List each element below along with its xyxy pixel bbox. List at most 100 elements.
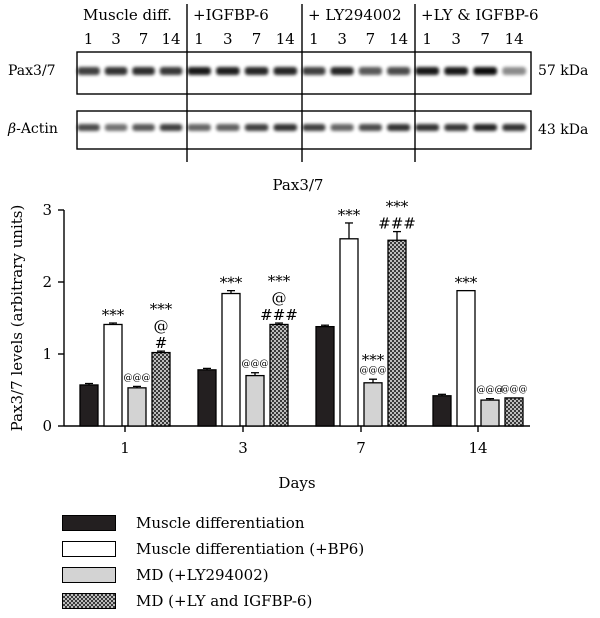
blot-band-actin: [415, 124, 440, 131]
blot-band-pax: [302, 67, 326, 75]
y-axis-label: Pax3/7 levels (arbitrary units): [8, 205, 26, 432]
blot-band-pax: [330, 67, 354, 75]
blot-band-pax: [358, 67, 382, 75]
x-tick-label: 7: [356, 439, 366, 457]
significance-marker: ***: [268, 272, 291, 290]
size-label-43: 43 kDa: [538, 122, 588, 138]
blot-band-pax: [273, 67, 298, 75]
blot-band-actin: [216, 124, 240, 131]
significance-annotations: ***@@@#@******@@@###@******@@@***###****…: [102, 198, 528, 396]
blot-band-actin: [104, 124, 128, 131]
bar-md-ly294002: [480, 399, 500, 427]
blot-band-actin: [132, 124, 155, 131]
blot-group-label: + LY294002: [308, 6, 402, 24]
legend-item: MD (+LY and IGFBP-6): [62, 588, 462, 614]
western-blot-panel: Muscle diff. +IGFBP-6 + LY294002 +LY & IGFB…: [7, 4, 588, 162]
significance-marker: ***: [338, 206, 361, 224]
y-tick-label: 1: [42, 345, 52, 363]
blot-row-label-pax: Pax3/7: [8, 63, 56, 79]
blot-lane-label: 1: [422, 30, 432, 48]
blot-group-label: Muscle diff.: [83, 6, 172, 24]
significance-marker: ***: [362, 351, 385, 369]
blot-lane-label: 3: [223, 30, 233, 48]
significance-marker: @: [154, 317, 169, 335]
significance-marker: @: [272, 289, 287, 307]
blot-band-actin: [358, 124, 382, 131]
y-tick-label: 3: [42, 201, 52, 219]
significance-marker: #: [155, 334, 168, 352]
bar-muscle-differentiation-bp6: [339, 238, 359, 427]
blot-band-pax: [415, 67, 440, 75]
legend-swatch-muscle-differentiation-bp6: [62, 541, 116, 557]
legend: Muscle differentiation Muscle differentia…: [62, 510, 462, 614]
significance-marker: @@@: [477, 386, 504, 396]
blot-lane-label: 3: [337, 30, 347, 48]
blot-band-pax: [159, 67, 183, 75]
blot-lane-label: 14: [276, 30, 295, 48]
significance-marker: @@@: [501, 385, 528, 395]
blot-dividers: [186, 4, 416, 162]
bar-md-ly-igfbp6: [269, 323, 289, 427]
y-tick-label: 0: [42, 417, 52, 435]
blot-group-label: +IGFBP-6: [193, 6, 269, 24]
significance-marker: ***: [455, 274, 478, 292]
blot-row-label-actin: β-Actin: [7, 121, 58, 137]
bar-md-ly294002: [245, 374, 265, 427]
legend-swatch-muscle-differentiation: [62, 515, 116, 531]
legend-item: MD (+LY294002): [62, 562, 462, 588]
significance-marker: ***: [386, 198, 409, 216]
bar-md-ly294002: [127, 387, 147, 427]
significance-marker: @@@: [242, 360, 269, 370]
x-axis-label: Days: [278, 474, 315, 492]
blot-lane-label: 7: [366, 30, 376, 48]
blot-lane-label: 1: [309, 30, 319, 48]
legend-label: MD (+LY and IGFBP-6): [136, 592, 313, 610]
bar-muscle-differentiation-bp6: [103, 323, 123, 427]
y-ticks: 0 1 2 3: [42, 201, 64, 435]
bar-muscle-differentiation: [197, 369, 217, 427]
legend-item: Muscle differentiation: [62, 510, 462, 536]
legend-swatch-md-ly294002: [62, 567, 116, 583]
significance-marker: ###: [260, 306, 298, 324]
blot-lane-labels: 1 3 7 14 1 3 7 14 1 3 7 14 1 3 7 14: [84, 30, 524, 48]
bar-md-ly-igfbp6: [387, 239, 407, 427]
blot-band-pax: [104, 67, 128, 75]
legend-swatch-md-ly-igfbp6: [62, 593, 116, 609]
blot-band-actin: [330, 124, 354, 131]
blot-band-pax: [244, 67, 269, 75]
blot-band-actin: [159, 124, 183, 131]
blot-group-label: +LY & IGFBP-6: [421, 6, 539, 24]
significance-marker: ***: [150, 300, 173, 318]
blot-band-actin: [387, 124, 411, 131]
blot-lane-label: 7: [252, 30, 262, 48]
bar-chart: Pax3/7 Pax3/7 levels (arbitrary units) D…: [8, 176, 530, 492]
legend-label: MD (+LY294002): [136, 566, 269, 584]
bar-md-ly294002: [363, 382, 383, 427]
bar-md-ly-igfbp6: [504, 397, 524, 427]
bar-muscle-differentiation-bp6: [221, 292, 241, 427]
significance-marker: @@@: [124, 373, 151, 383]
blot-band-pax: [502, 67, 527, 75]
blot-lane-label: 14: [389, 30, 408, 48]
legend-label: Muscle differentiation (+BP6): [136, 540, 365, 558]
size-label-57: 57 kDa: [538, 63, 588, 79]
blot-band-actin: [473, 124, 498, 131]
blot-lane-label: 3: [451, 30, 461, 48]
blot-band-actin: [502, 124, 527, 131]
blot-lane-label: 1: [84, 30, 94, 48]
blot-bands: [77, 67, 527, 131]
blot-lane-label: 14: [505, 30, 524, 48]
blot-band-actin: [187, 124, 211, 131]
x-tick-label: 3: [238, 439, 248, 457]
x-tick-label: 1: [120, 439, 130, 457]
blot-band-pax: [473, 67, 498, 75]
blot-band-pax: [77, 67, 100, 75]
x-ticks: 1 3 7 14: [120, 426, 488, 457]
blot-band-pax: [132, 67, 155, 75]
blot-band-actin: [273, 124, 298, 131]
x-tick-label: 14: [468, 439, 487, 457]
legend-label: Muscle differentiation: [136, 514, 305, 532]
chart-title: Pax3/7: [273, 176, 324, 194]
significance-marker: @@@: [360, 366, 387, 376]
